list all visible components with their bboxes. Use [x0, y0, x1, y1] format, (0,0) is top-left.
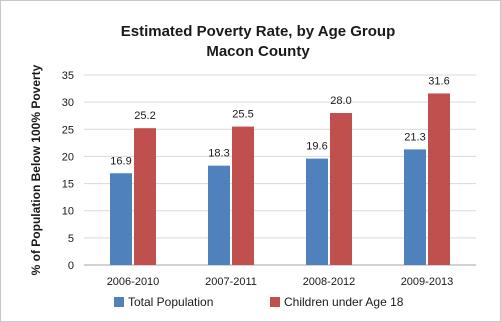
bar-total-population: [404, 149, 426, 265]
legend-label: Total Population: [128, 295, 213, 309]
y-tick-label: 10: [62, 206, 74, 218]
bar-total-population: [306, 158, 328, 265]
y-tick-label: 0: [68, 260, 74, 272]
x-tick-label: 2008-2012: [303, 276, 356, 288]
bar-children-under-18: [330, 113, 352, 265]
bar-children-under-18: [232, 126, 254, 265]
y-tick-label: 35: [62, 70, 74, 82]
legend-swatch-children-under-18: [270, 297, 280, 307]
y-tick-label: 20: [62, 151, 74, 163]
data-label: 25.5: [232, 109, 253, 121]
data-label: 25.2: [134, 110, 155, 122]
data-label: 18.3: [208, 148, 229, 160]
x-tick-label: 2009-2013: [401, 276, 454, 288]
legend-label: Children under Age 18: [284, 295, 404, 309]
bars: [110, 93, 450, 265]
data-label: 21.3: [404, 131, 425, 143]
legend: Total Population Children under Age 18: [114, 295, 404, 309]
y-tick-label: 15: [62, 179, 74, 191]
bar-total-population: [208, 165, 230, 265]
chart-subtitle: Macon County: [206, 43, 310, 60]
x-tick-label: 2007-2011: [205, 276, 257, 288]
x-tick-label: 2006-2010: [107, 276, 160, 288]
data-labels: 16.9 25.2 18.3 25.5 19.6 28.0 21.3 31.6: [110, 75, 449, 167]
y-axis-ticks: 0 5 10 15 20 25 30 35: [62, 70, 74, 272]
y-tick-label: 30: [62, 97, 74, 109]
x-axis-ticks: 2006-2010 2007-2011 2008-2012 2009-2013: [107, 276, 454, 288]
legend-swatch-total-population: [114, 297, 124, 307]
bar-total-population: [110, 173, 132, 265]
data-label: 19.6: [306, 141, 327, 153]
bar-children-under-18: [428, 93, 450, 265]
data-label: 28.0: [330, 95, 351, 107]
data-label: 31.6: [428, 75, 449, 87]
y-tick-label: 5: [68, 233, 74, 245]
y-axis-label: % of Population Below 100% Poverty: [29, 64, 43, 275]
chart-title: Estimated Poverty Rate, by Age Group: [121, 23, 396, 40]
bar-children-under-18: [134, 128, 156, 265]
y-tick-label: 25: [62, 124, 74, 136]
data-label: 16.9: [110, 155, 131, 167]
